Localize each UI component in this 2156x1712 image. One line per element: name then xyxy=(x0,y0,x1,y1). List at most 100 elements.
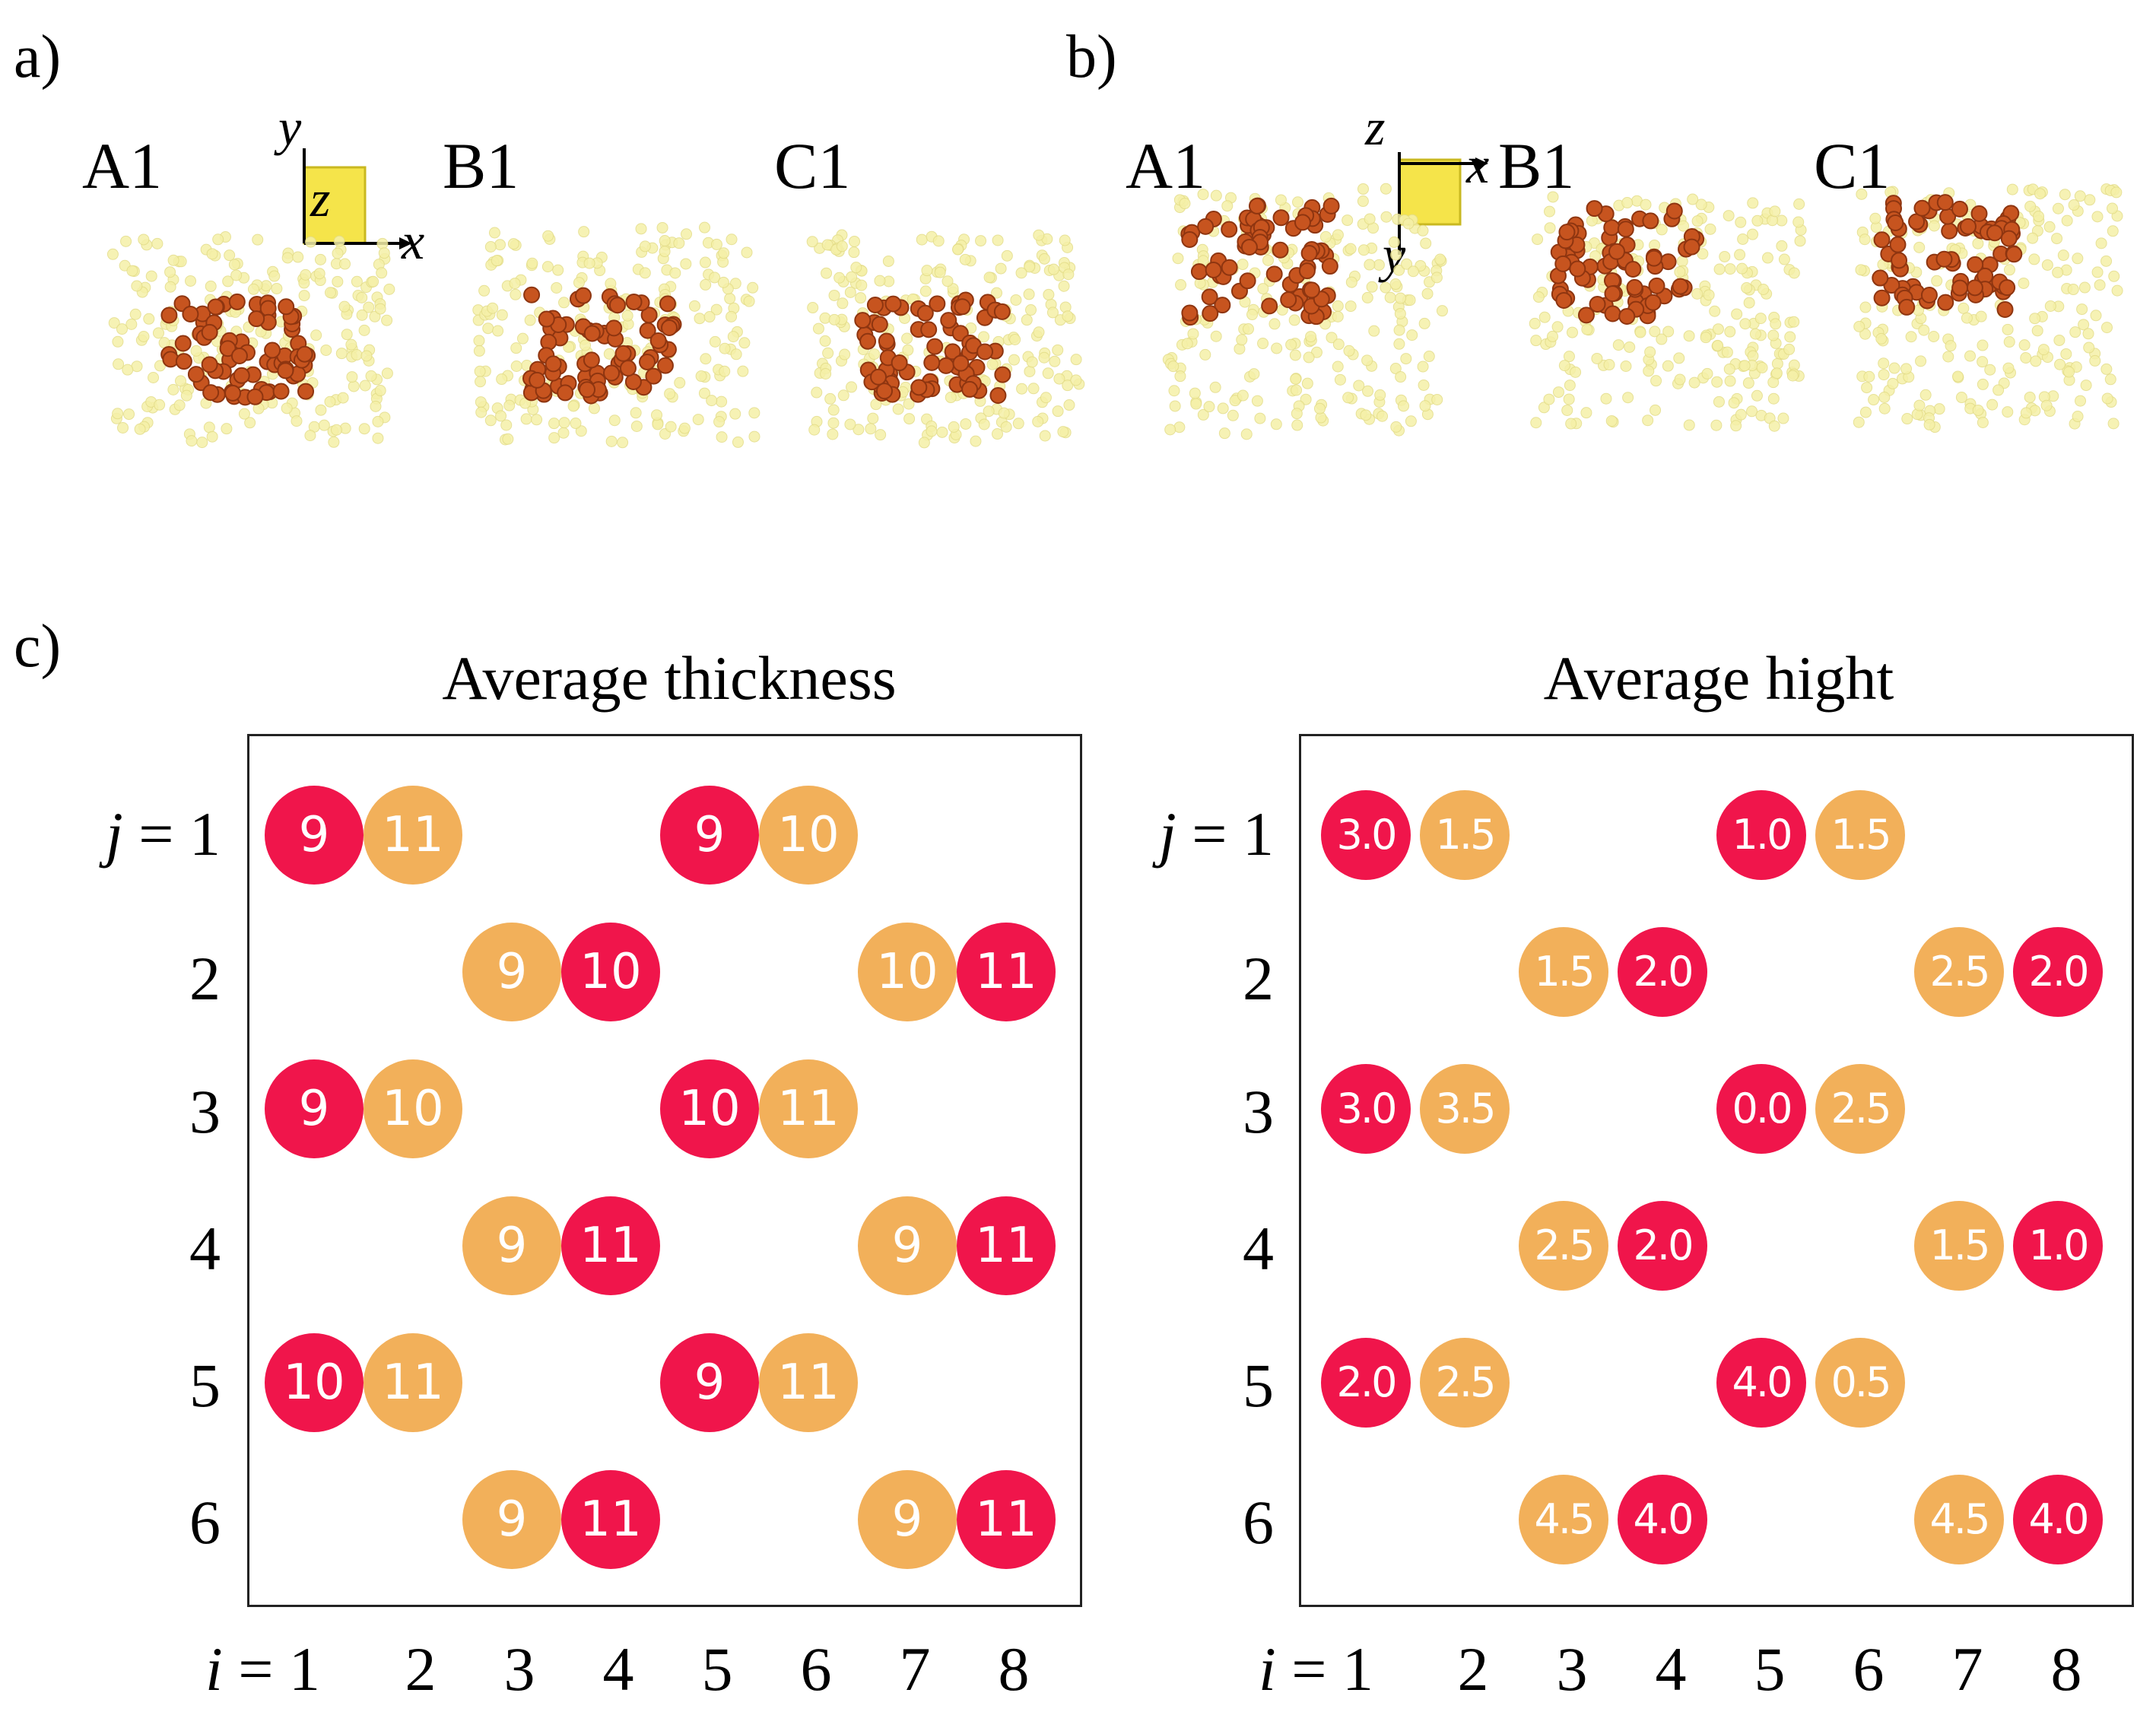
col-label-5-right: 5 xyxy=(1754,1634,1786,1704)
height-cell-r3-c1: 3.0 xyxy=(1321,1064,1411,1154)
axis-triad-xz-icon xyxy=(1398,152,1488,255)
col-label-7-right: 7 xyxy=(1951,1634,1983,1704)
height-cell-r1-c5: 1.0 xyxy=(1716,790,1806,880)
row-label-j1-left: j = 1 xyxy=(105,799,221,869)
thickness-cell-r3-c2: 10 xyxy=(364,1059,462,1158)
height-cell-r5-c5: 4.0 xyxy=(1716,1338,1806,1428)
col-label-8-left: 8 xyxy=(998,1634,1030,1704)
thickness-cell-r1-c6: 10 xyxy=(759,786,858,885)
thickness-cell-r2-c4: 10 xyxy=(561,923,660,1021)
row-label-5-left: 5 xyxy=(189,1351,221,1420)
height-cell-r6-c8: 4.0 xyxy=(2013,1475,2103,1564)
height-cell-r4-c7: 1.5 xyxy=(1914,1201,2004,1291)
height-cell-r2-c3: 1.5 xyxy=(1519,927,1608,1017)
thickness-cell-r2-c8: 11 xyxy=(957,923,1056,1021)
structure-c1-side-view xyxy=(1853,183,2123,434)
structure-label-c1: C1 xyxy=(774,129,851,202)
col-label-2-left: 2 xyxy=(405,1634,437,1704)
height-cell-r4-c4: 2.0 xyxy=(1618,1201,1707,1291)
thickness-cell-r4-c8: 11 xyxy=(957,1196,1056,1295)
row-label-4-right: 4 xyxy=(1243,1214,1274,1283)
col-label-6-right: 6 xyxy=(1853,1634,1885,1704)
row-label-j1-right: j = 1 xyxy=(1158,799,1274,869)
col-label-2-right: 2 xyxy=(1457,1634,1489,1704)
thickness-cell-r4-c7: 9 xyxy=(858,1196,957,1295)
height-cell-r1-c1: 3.0 xyxy=(1321,790,1411,880)
height-cell-r2-c7: 2.5 xyxy=(1914,927,2004,1017)
height-cell-r3-c5: 0.0 xyxy=(1716,1064,1806,1154)
structure-c1-top-view xyxy=(806,229,1085,449)
axis-label-z-b: z xyxy=(1365,98,1386,156)
axis-triad-xy-icon xyxy=(303,148,412,249)
structure-label-a1-side: A1 xyxy=(1126,129,1206,202)
height-cell-r6-c4: 4.0 xyxy=(1618,1475,1707,1564)
thickness-cell-r2-c7: 10 xyxy=(858,923,957,1021)
col-label-4-right: 4 xyxy=(1655,1634,1687,1704)
thickness-cell-r2-c3: 9 xyxy=(462,923,561,1021)
thickness-title: Average thickness xyxy=(442,643,897,713)
structure-label-a1: A1 xyxy=(82,129,163,202)
col-label-i1-left: i = 1 xyxy=(205,1634,321,1704)
col-label-4-left: 4 xyxy=(602,1634,634,1704)
thickness-cell-r1-c5: 9 xyxy=(660,786,759,885)
structure-b1-top-view xyxy=(472,221,760,449)
thickness-cell-r3-c6: 11 xyxy=(759,1059,858,1158)
thickness-cell-r1-c2: 11 xyxy=(364,786,462,885)
col-label-7-left: 7 xyxy=(899,1634,931,1704)
thickness-cell-r6-c3: 9 xyxy=(462,1470,561,1569)
structure-a1-top-view xyxy=(106,231,395,449)
axis-label-y-a: y xyxy=(278,98,302,156)
height-cell-r2-c8: 2.0 xyxy=(2013,927,2103,1017)
panel-c-label: c) xyxy=(14,613,62,680)
thickness-cell-r5-c2: 11 xyxy=(364,1333,462,1432)
thickness-cell-r6-c4: 11 xyxy=(561,1470,660,1569)
thickness-grid: 9 11 9 10 9 10 10 11 9 10 10 11 9 11 9 11 10 11 9 11 9 11 9 11 xyxy=(247,734,1082,1607)
axis-label-x-a: x xyxy=(402,212,425,270)
height-cell-r3-c2: 3.5 xyxy=(1420,1064,1510,1154)
col-label-8-right: 8 xyxy=(2050,1634,2082,1704)
thickness-cell-r1-c1: 9 xyxy=(265,786,364,885)
height-cell-r6-c7: 4.5 xyxy=(1914,1475,2004,1564)
row-label-2-right: 2 xyxy=(1243,944,1274,1013)
axis-label-x-b: x xyxy=(1466,136,1490,194)
row-label-5-right: 5 xyxy=(1243,1351,1274,1420)
col-label-3-right: 3 xyxy=(1556,1634,1588,1704)
row-label-3-right: 3 xyxy=(1243,1077,1274,1146)
row-label-3-left: 3 xyxy=(189,1077,221,1146)
height-cell-r3-c6: 2.5 xyxy=(1815,1064,1905,1154)
structure-label-b1-side: B1 xyxy=(1498,129,1575,202)
axis-label-z-a: z xyxy=(310,170,331,227)
structure-label-c1-side: C1 xyxy=(1814,129,1891,202)
height-grid: 3.0 1.5 1.0 1.5 1.5 2.0 2.5 2.0 3.0 3.5 0.0 2.5 2.5 2… xyxy=(1299,734,2134,1607)
thickness-cell-r3-c5: 10 xyxy=(660,1059,759,1158)
row-label-2-left: 2 xyxy=(189,944,221,1013)
panel-a-label: a) xyxy=(14,24,62,91)
height-cell-r2-c4: 2.0 xyxy=(1618,927,1707,1017)
height-cell-r5-c1: 2.0 xyxy=(1321,1338,1411,1428)
structure-a1-side-view xyxy=(1162,183,1448,440)
height-title: Average hight xyxy=(1543,643,1894,713)
row-label-6-left: 6 xyxy=(189,1488,221,1557)
height-cell-r4-c3: 2.5 xyxy=(1519,1201,1608,1291)
thickness-cell-r5-c6: 11 xyxy=(759,1333,858,1432)
thickness-cell-r6-c8: 11 xyxy=(957,1470,1056,1569)
row-label-6-right: 6 xyxy=(1243,1488,1274,1557)
thickness-cell-r3-c1: 9 xyxy=(265,1059,364,1158)
col-label-i1-right: i = 1 xyxy=(1259,1634,1374,1704)
row-label-4-left: 4 xyxy=(189,1214,221,1283)
col-label-3-left: 3 xyxy=(503,1634,535,1704)
height-cell-r5-c2: 2.5 xyxy=(1420,1338,1510,1428)
panel-b-label: b) xyxy=(1066,24,1117,91)
height-cell-r1-c2: 1.5 xyxy=(1420,790,1510,880)
thickness-cell-r4-c3: 9 xyxy=(462,1196,561,1295)
height-cell-r1-c6: 1.5 xyxy=(1815,790,1905,880)
thickness-cell-r4-c4: 11 xyxy=(561,1196,660,1295)
height-cell-r5-c6: 0.5 xyxy=(1815,1338,1905,1428)
col-label-6-left: 6 xyxy=(800,1634,832,1704)
structure-b1-side-view xyxy=(1529,191,1807,432)
structure-label-b1: B1 xyxy=(443,129,519,202)
thickness-cell-r5-c5: 9 xyxy=(660,1333,759,1432)
height-cell-r4-c8: 1.0 xyxy=(2013,1201,2103,1291)
thickness-cell-r5-c1: 10 xyxy=(265,1333,364,1432)
height-cell-r6-c3: 4.5 xyxy=(1519,1475,1608,1564)
